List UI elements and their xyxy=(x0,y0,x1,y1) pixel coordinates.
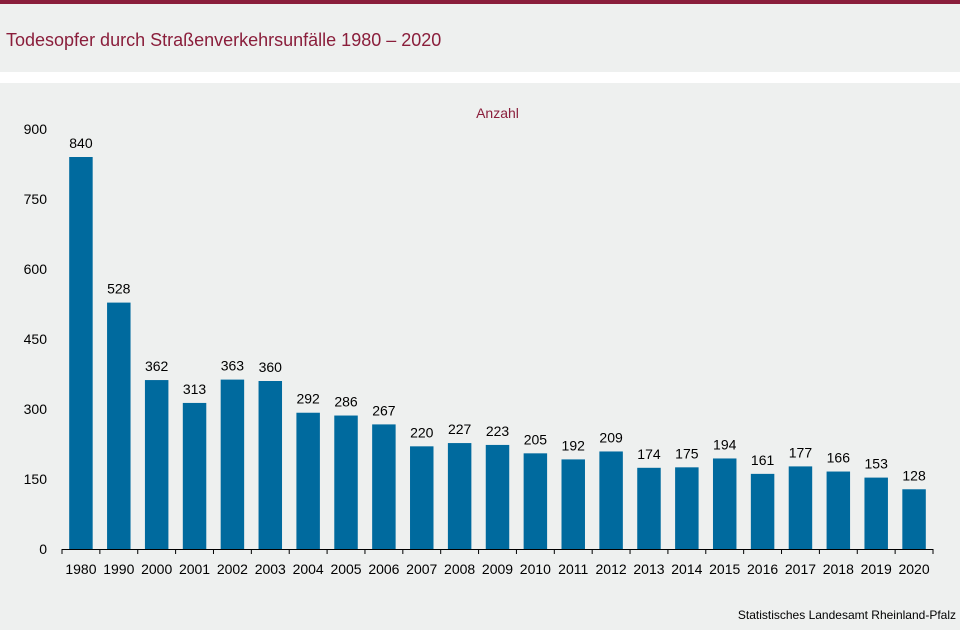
chart-title: Todesopfer durch Straßenverkehrsunfälle … xyxy=(6,30,442,50)
x-tick-label: 2019 xyxy=(861,561,892,577)
x-tick-label: 2014 xyxy=(671,561,702,577)
x-tick-label: 2003 xyxy=(255,561,286,577)
value-label-2005: 286 xyxy=(334,394,358,410)
y-tick-label: 900 xyxy=(24,121,48,137)
value-label-2014: 175 xyxy=(675,445,699,461)
bar-2002 xyxy=(220,379,245,549)
value-label-2002: 363 xyxy=(221,358,245,374)
y-tick-label: 600 xyxy=(24,261,48,277)
value-label-1990: 528 xyxy=(107,281,131,297)
value-label-2001: 313 xyxy=(183,381,207,397)
y-tick-label: 750 xyxy=(24,191,48,207)
value-label-2007: 220 xyxy=(410,424,434,440)
bar-2009 xyxy=(485,444,510,549)
value-label-2011: 192 xyxy=(562,437,586,453)
y-tick-label: 300 xyxy=(24,401,48,417)
y-tick-label: 450 xyxy=(24,331,48,347)
x-tick-label: 2004 xyxy=(293,561,324,577)
x-tick-label: 2010 xyxy=(520,561,551,577)
value-label-2012: 209 xyxy=(599,429,623,445)
value-label-2000: 362 xyxy=(145,358,169,374)
value-label-2010: 205 xyxy=(524,431,548,447)
bar-1990 xyxy=(107,302,131,549)
bar-2019 xyxy=(864,477,888,549)
y-tick-label: 150 xyxy=(24,471,48,487)
bar-2014 xyxy=(675,467,699,549)
value-label-2016: 161 xyxy=(751,452,775,468)
value-label-2018: 166 xyxy=(827,450,851,466)
value-label-1980: 840 xyxy=(69,135,93,151)
x-tick-label: 2020 xyxy=(898,561,929,577)
bar-2016 xyxy=(750,473,775,549)
bar-2011 xyxy=(561,459,585,549)
x-tick-label: 2018 xyxy=(823,561,854,577)
bar-2007 xyxy=(410,446,434,549)
x-tick-label: 2011 xyxy=(558,561,588,577)
bar-chart: Anzahl 0 150 300 450 600 750 900 840 528 362 313 3… xyxy=(24,105,934,577)
x-tick-label: 2008 xyxy=(444,561,475,577)
bar-1980 xyxy=(69,157,93,549)
bar-2018 xyxy=(826,471,851,549)
value-label-2020: 128 xyxy=(902,467,926,483)
x-tick-label: 2016 xyxy=(747,561,778,577)
y-tick-label: 0 xyxy=(39,541,47,557)
x-tick-label: 2009 xyxy=(482,561,513,577)
bar-2004 xyxy=(296,412,320,549)
value-label-2017: 177 xyxy=(789,444,813,460)
x-tick-label: 2006 xyxy=(368,561,399,577)
bar-2008 xyxy=(447,443,472,549)
top-accent-rule xyxy=(0,0,960,4)
x-tick-label: 2012 xyxy=(596,561,627,577)
x-tick-label: 2002 xyxy=(217,561,248,577)
value-label-2019: 153 xyxy=(865,456,889,472)
value-label-2004: 292 xyxy=(296,391,320,407)
value-label-2009: 223 xyxy=(486,423,510,439)
bar-2015 xyxy=(712,458,737,549)
bars: 840 528 362 313 363 360 292 286 267 220 227 223 205 1… xyxy=(69,135,926,549)
bar-2017 xyxy=(788,466,813,549)
value-label-2008: 227 xyxy=(448,421,472,437)
x-tick-label: 2001 xyxy=(179,561,210,577)
bar-2012 xyxy=(599,451,623,549)
bar-2020 xyxy=(902,489,926,549)
bar-2001 xyxy=(182,402,207,549)
chart-area: Anzahl 0 150 300 450 600 750 900 840 528 362 313 3… xyxy=(0,83,960,630)
bar-2006 xyxy=(372,424,396,549)
x-tick-label: 2013 xyxy=(633,561,664,577)
bar-2013 xyxy=(637,467,661,549)
header-separator xyxy=(0,72,960,83)
bar-2000 xyxy=(144,380,169,549)
x-axis: 1980 1990 2000 2001 2002 2003 2004 2005 2006 2007… xyxy=(61,549,934,577)
x-tick-label: 2017 xyxy=(785,561,816,577)
x-tick-label: 1980 xyxy=(65,561,96,577)
bar-2005 xyxy=(334,415,358,549)
y-axis: 0 150 300 450 600 750 900 xyxy=(24,121,48,557)
source-note: Statistisches Landesamt Rheinland-Pfalz xyxy=(737,608,956,622)
value-label-2013: 174 xyxy=(637,446,661,462)
x-tick-label: 1990 xyxy=(103,561,134,577)
value-label-2015: 194 xyxy=(713,436,737,452)
chart-subtitle: Anzahl xyxy=(476,105,519,121)
value-label-2003: 360 xyxy=(259,359,283,375)
header: Todesopfer durch Straßenverkehrsunfälle … xyxy=(0,4,960,72)
x-tick-label: 2005 xyxy=(330,561,361,577)
bar-2010 xyxy=(523,453,548,549)
x-tick-label: 2000 xyxy=(141,561,172,577)
value-label-2006: 267 xyxy=(372,402,396,418)
x-tick-label: 2015 xyxy=(709,561,740,577)
bar-2003 xyxy=(258,381,283,549)
x-tick-label: 2007 xyxy=(406,561,437,577)
